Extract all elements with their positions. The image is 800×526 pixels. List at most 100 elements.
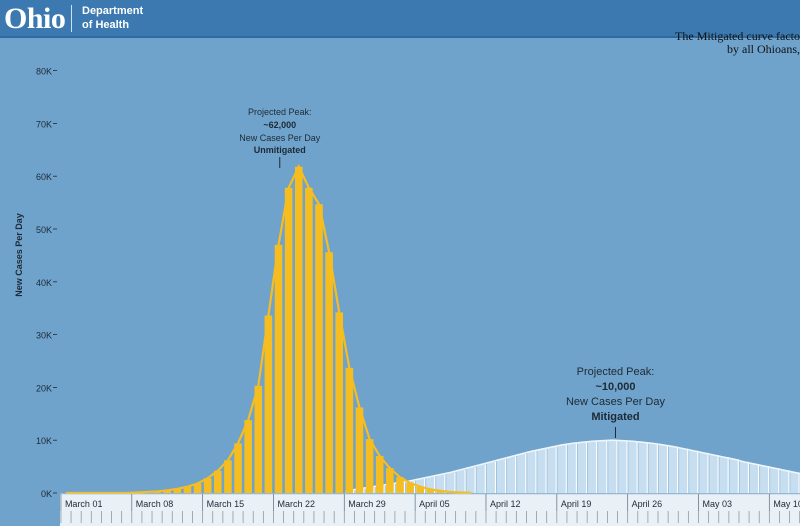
mitigated-bar[interactable] — [689, 450, 698, 493]
unmitigated-bar[interactable] — [284, 187, 293, 494]
unmitigated-bar[interactable] — [406, 482, 414, 493]
unmitigated-curve — [66, 164, 471, 495]
unmitigated-bar[interactable] — [244, 420, 252, 493]
note-line-2: by all Ohioans, — [727, 42, 800, 56]
unmitigated-bar[interactable] — [315, 204, 323, 493]
mitigated-bar[interactable] — [780, 470, 789, 493]
mitigated-bar[interactable] — [577, 442, 587, 493]
mitigated-bar[interactable] — [446, 472, 455, 493]
mitigated-bar[interactable] — [628, 441, 637, 493]
mitigated-bar[interactable] — [507, 456, 516, 493]
unmitigated-bar[interactable] — [224, 460, 232, 493]
logo-divider — [71, 5, 72, 32]
site-header: Ohio Department of Health — [0, 0, 800, 38]
unmitigated-bar[interactable] — [193, 483, 202, 493]
unmitigated-bar[interactable] — [183, 486, 192, 493]
y-tick-label: 80K — [36, 67, 52, 77]
mitigated-bar[interactable] — [608, 440, 617, 493]
ohio-logo[interactable]: Ohio — [4, 2, 66, 35]
mitigated-bar[interactable] — [638, 442, 648, 493]
mitigated-curve — [349, 439, 800, 492]
unmitigated-bar[interactable] — [234, 443, 242, 493]
peak-annotation-line: Projected Peak: — [248, 107, 312, 117]
unmitigated-bar[interactable] — [254, 385, 263, 493]
mitigated-bar[interactable] — [436, 474, 445, 493]
unmitigated-bar[interactable] — [426, 489, 435, 493]
unmitigated-bar[interactable] — [294, 166, 303, 494]
unmitigated-bar[interactable] — [325, 252, 333, 493]
unmitigated-bar[interactable] — [305, 187, 313, 494]
x-week-label: March 22 — [277, 499, 315, 509]
unmitigated-bar[interactable] — [386, 468, 394, 493]
peak-annotation-series: Mitigated — [591, 411, 639, 423]
y-tick-label: 60K — [36, 172, 52, 182]
mitigated-bar[interactable] — [618, 440, 627, 493]
unmitigated-bar[interactable] — [365, 439, 374, 493]
peak-annotation-line: New Cases Per Day — [239, 133, 321, 143]
note-line-1: The Mitigated curve facto — [675, 30, 800, 43]
y-tick-label: 40K — [36, 278, 52, 288]
mitigated-bar[interactable] — [790, 472, 799, 493]
mitigated-bar[interactable] — [547, 447, 556, 493]
mitigated-bar[interactable] — [517, 453, 526, 493]
x-week-label: March 01 — [65, 499, 103, 509]
x-week-label: March 08 — [136, 499, 174, 509]
mitigated-bar[interactable] — [770, 468, 779, 493]
mitigated-bar[interactable] — [496, 459, 506, 493]
mitigated-bar[interactable] — [729, 459, 739, 493]
mitigated-bar[interactable] — [557, 444, 567, 493]
peak-annotation-line: Projected Peak: — [577, 366, 655, 378]
mitigated-bar[interactable] — [709, 454, 718, 493]
mitigated-bar[interactable] — [527, 451, 536, 493]
unmitigated-bar[interactable] — [375, 456, 384, 493]
x-week-label: May 10 — [773, 499, 800, 509]
unmitigated-bar[interactable] — [396, 477, 404, 493]
x-week-label: April 12 — [490, 499, 521, 509]
y-tick-label: 70K — [36, 119, 52, 129]
y-axis-label: New Cases Per Day — [14, 213, 24, 297]
mitigated-bar[interactable] — [486, 461, 496, 493]
mitigated-bar[interactable] — [760, 466, 769, 493]
unmitigated-bar[interactable] — [214, 470, 222, 493]
y-tick-label: 20K — [36, 383, 52, 393]
mitigated-bar[interactable] — [476, 464, 486, 493]
mitigated-bar[interactable] — [598, 440, 607, 493]
y-tick-label: 30K — [36, 331, 52, 341]
mitigated-bar[interactable] — [719, 457, 728, 493]
y-tick-label: 10K — [36, 436, 52, 446]
mitigated-bar[interactable] — [426, 476, 435, 493]
x-week-label: March 15 — [207, 499, 245, 509]
dept-line-2: of Health — [82, 19, 130, 31]
unmitigated-bar[interactable] — [355, 407, 364, 493]
unmitigated-bar[interactable] — [173, 488, 182, 493]
unmitigated-bar[interactable] — [416, 486, 424, 493]
unmitigated-bar[interactable] — [335, 312, 344, 493]
mitigation-note: The Mitigated curve facto by all Ohioans… — [560, 30, 800, 56]
mitigated-bar[interactable] — [679, 448, 688, 493]
unmitigated-bar[interactable] — [203, 478, 212, 493]
peak-annotation-value: ~62,000 — [263, 120, 296, 130]
x-week-label: April 26 — [632, 499, 663, 509]
peak-annotation-line: New Cases Per Day — [566, 396, 666, 408]
x-week-label: April 05 — [419, 499, 450, 509]
unmitigated-bar[interactable] — [264, 315, 273, 493]
mitigated-bar[interactable] — [739, 461, 749, 493]
mitigated-bar[interactable] — [567, 443, 577, 493]
x-axis-band — [60, 494, 800, 526]
mitigated-bar[interactable] — [588, 441, 597, 493]
mitigated-bar[interactable] — [456, 469, 465, 493]
unmitigated-bar[interactable] — [163, 490, 171, 493]
x-week-label: April 19 — [561, 499, 592, 509]
mitigated-bar[interactable] — [466, 467, 475, 493]
y-tick-label: 0K — [41, 489, 52, 499]
mitigated-bar[interactable] — [699, 452, 708, 493]
mitigated-bar[interactable] — [537, 449, 546, 493]
mitigated-bar[interactable] — [648, 443, 658, 493]
mitigated-bar[interactable] — [749, 463, 759, 493]
mitigated-bar[interactable] — [669, 446, 678, 493]
mitigated-bar[interactable] — [658, 444, 668, 493]
peak-annotation-series: Unmitigated — [254, 145, 306, 155]
unmitigated-bar[interactable] — [345, 367, 354, 493]
unmitigated-bar[interactable] — [274, 244, 283, 493]
y-tick-label: 50K — [36, 225, 52, 235]
